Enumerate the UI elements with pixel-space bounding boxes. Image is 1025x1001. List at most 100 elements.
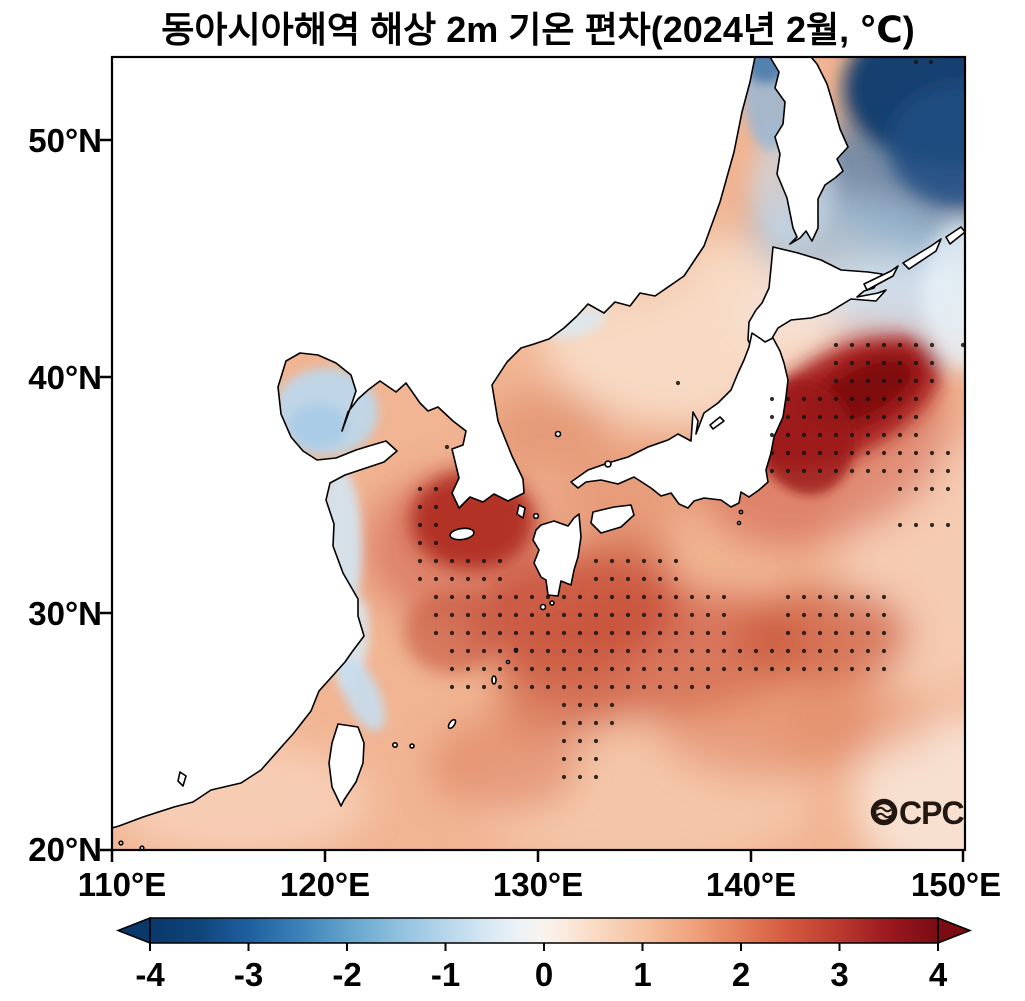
stipple-dot: [609, 702, 615, 708]
stipple-dot: [849, 450, 855, 456]
stipple-dot: [897, 396, 903, 402]
stipple-dot: [801, 468, 807, 474]
stipple-dot: [753, 666, 759, 672]
stipple-dot: [849, 666, 855, 672]
o-ring: [870, 798, 898, 826]
stipple-dot: [593, 612, 599, 618]
stipple-dot: [625, 558, 631, 564]
stipple-dot: [561, 774, 567, 780]
islet-south-1: [118, 840, 124, 846]
stipple-dot: [929, 468, 935, 474]
stipple-dot: [769, 414, 775, 420]
stipple-dot: [881, 612, 887, 618]
stipple-dot: [705, 648, 711, 654]
stipple-dot: [657, 666, 663, 672]
stipple-dot: [769, 450, 775, 456]
stipple-dot: [865, 594, 871, 600]
stipple-dot: [433, 522, 439, 528]
stipple-dot: [417, 576, 423, 582]
anomaly-blob: [480, 390, 610, 474]
stipple-dot: [849, 432, 855, 438]
stipple-dot: [465, 594, 471, 600]
stipple-dot: [929, 342, 935, 348]
stipple-dot: [545, 630, 551, 636]
stipple-dot: [881, 414, 887, 420]
land-sakhalin: [769, 57, 849, 245]
stipple-dot: [465, 630, 471, 636]
stipple-dot: [913, 432, 919, 438]
island-yakushima: [539, 603, 547, 611]
stipple-dot: [865, 450, 871, 456]
stipple-dot: [481, 558, 487, 564]
wave-line-2: [876, 812, 892, 819]
stipple-dot: [465, 684, 471, 690]
stipple-dot: [865, 648, 871, 654]
anomaly-blob: [288, 403, 348, 449]
stipple-dot: [449, 612, 455, 618]
stipple-dot: [497, 594, 503, 600]
stipple-dot: [928, 59, 934, 65]
stipple-dot: [785, 432, 791, 438]
stipple-dot: [657, 630, 663, 636]
stipple-dot: [705, 594, 711, 600]
land-kuril-2: [902, 238, 942, 270]
stipple-dot: [785, 450, 791, 456]
stipple-dot: [417, 558, 423, 564]
stipple-dot: [865, 432, 871, 438]
stipple-dot: [913, 59, 919, 65]
colorbar-gradient-bar: [149, 917, 939, 944]
stipple-dot: [801, 612, 807, 618]
x-label-130e: 130°E: [493, 866, 583, 903]
stipple-dot: [673, 558, 679, 564]
stipple-dot: [444, 444, 450, 450]
stipple-dot: [465, 558, 471, 564]
stipple-dot: [593, 702, 599, 708]
island-izu-2: [736, 520, 742, 526]
stipple-dot: [801, 450, 807, 456]
stipple-dot: [577, 756, 583, 762]
stipple-dot: [849, 414, 855, 420]
stipple-dot: [545, 666, 551, 672]
stipple-dot: [833, 612, 839, 618]
stipple-dot: [449, 558, 455, 564]
stipple-dot: [497, 612, 503, 618]
land-mainland-asia-korea: [112, 57, 756, 829]
coastlines: [112, 57, 965, 850]
cb-label-1: 1: [633, 956, 651, 993]
stipple-dot: [673, 594, 679, 600]
stipple-dot: [481, 630, 487, 636]
stipple-dot: [641, 612, 647, 618]
cb-label-0: 0: [535, 956, 553, 993]
colorbar-labels: -4 -3 -2 -1 0 1 2 3 4: [135, 956, 947, 993]
land-honshu: [570, 332, 789, 509]
stipple-dot: [561, 702, 567, 708]
stipple-dot: [625, 630, 631, 636]
stipple-dot: [801, 648, 807, 654]
stipple-dot: [817, 648, 823, 654]
island-miyako: [409, 743, 415, 749]
anomaly-blob: [887, 83, 965, 207]
page-title: 동아시아해역 해상 2m 기온 편차(2024년 2월, ℃): [161, 9, 914, 50]
stipple-dot: [657, 594, 663, 600]
stipple-dot: [561, 630, 567, 636]
stipple-dot: [417, 486, 423, 492]
stipple-dot: [449, 666, 455, 672]
stipple-dot: [865, 630, 871, 636]
stipple-dot: [817, 468, 823, 474]
stipple-dot: [801, 414, 807, 420]
stipple-dot: [593, 738, 599, 744]
stipple-dot: [593, 756, 599, 762]
stipple-dot: [577, 594, 583, 600]
stipple-dot: [833, 378, 839, 384]
stipple-dot: [545, 684, 551, 690]
stipple-dot: [897, 486, 903, 492]
stipple-dot: [913, 522, 919, 528]
stipple-dot: [897, 378, 903, 384]
stipple-dot: [641, 648, 647, 654]
stipple-dot: [849, 396, 855, 402]
land-hokkaido: [747, 246, 887, 353]
island-tsushima: [516, 504, 526, 519]
stipple-dot: [721, 666, 727, 672]
stipple-dot: [929, 486, 935, 492]
